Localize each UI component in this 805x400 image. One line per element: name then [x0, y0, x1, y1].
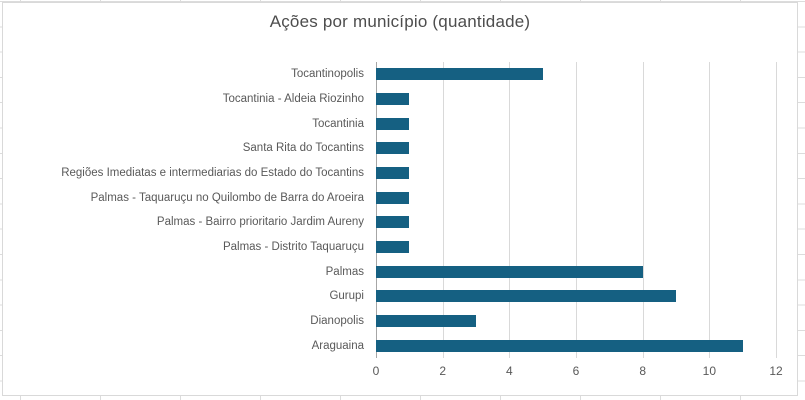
bar-row — [376, 259, 776, 284]
category-label: Tocantinopolis — [291, 68, 364, 81]
bar — [376, 191, 410, 204]
bar — [376, 93, 410, 105]
x-tick-label: 2 — [439, 364, 446, 378]
bar-row — [376, 161, 776, 186]
category-label: Dianopolis — [310, 315, 364, 328]
x-tick-label: 6 — [572, 364, 580, 378]
gridline — [642, 62, 644, 358]
x-tick-label: 10 — [702, 364, 716, 378]
x-tick-label: 12 — [769, 364, 783, 378]
bar-row — [376, 333, 776, 358]
category-label: Palmas — [325, 265, 364, 278]
gridline — [442, 62, 444, 358]
plot-area — [376, 62, 777, 358]
category-label: Araguaina — [311, 339, 364, 352]
bar-row — [376, 87, 776, 112]
x-tick-label: 0 — [372, 364, 380, 378]
bar-row — [376, 62, 776, 87]
bar — [376, 315, 476, 328]
bar-row — [376, 284, 776, 309]
bar — [376, 167, 410, 180]
category-label: Tocantinia — [312, 117, 364, 130]
category-label: Gurupi — [329, 290, 364, 303]
category-label: Palmas - Taquaruçu no Quilombo de Barra … — [90, 191, 364, 204]
bar — [376, 117, 410, 130]
chart-container[interactable]: Ações por município (quantidade) Tocanti… — [2, 2, 798, 396]
bar — [376, 142, 410, 155]
category-label: Tocantinia - Aldeia Riozinho — [222, 93, 364, 105]
bar — [376, 216, 410, 229]
bar — [376, 241, 410, 254]
gridline — [776, 62, 777, 358]
chart-title: Ações por município (quantidade) — [269, 12, 531, 31]
bar — [376, 265, 643, 278]
category-axis-labels: Tocantinopolis Tocantinia - Aldeia Riozin… — [3, 62, 370, 358]
gridline — [509, 62, 511, 358]
x-tick-label: 4 — [505, 364, 513, 378]
bar-row — [376, 185, 776, 210]
bar-row — [376, 111, 776, 136]
bar-series — [376, 62, 776, 358]
bar-row — [376, 136, 776, 161]
bar-row — [376, 210, 776, 235]
gridline — [576, 62, 577, 358]
y-axis-line — [376, 62, 377, 358]
x-tick-label: 8 — [639, 364, 646, 378]
bar — [376, 68, 543, 81]
category-label: Regiões Imediatas e intermediarias do Es… — [61, 167, 364, 180]
bar-row — [376, 235, 776, 260]
category-label: Palmas - Distrito Taquaruçu — [222, 241, 364, 254]
bar-row — [376, 309, 776, 334]
bar — [376, 339, 743, 352]
bar — [376, 290, 676, 303]
category-label: Santa Rita do Tocantins — [242, 142, 364, 155]
x-axis-tick-labels: 0 2 4 6 8 10 12 — [373, 364, 783, 380]
gridlines — [376, 62, 777, 358]
gridline — [709, 62, 711, 358]
category-label: Palmas - Bairro prioritario Jardim Auren… — [156, 216, 364, 229]
